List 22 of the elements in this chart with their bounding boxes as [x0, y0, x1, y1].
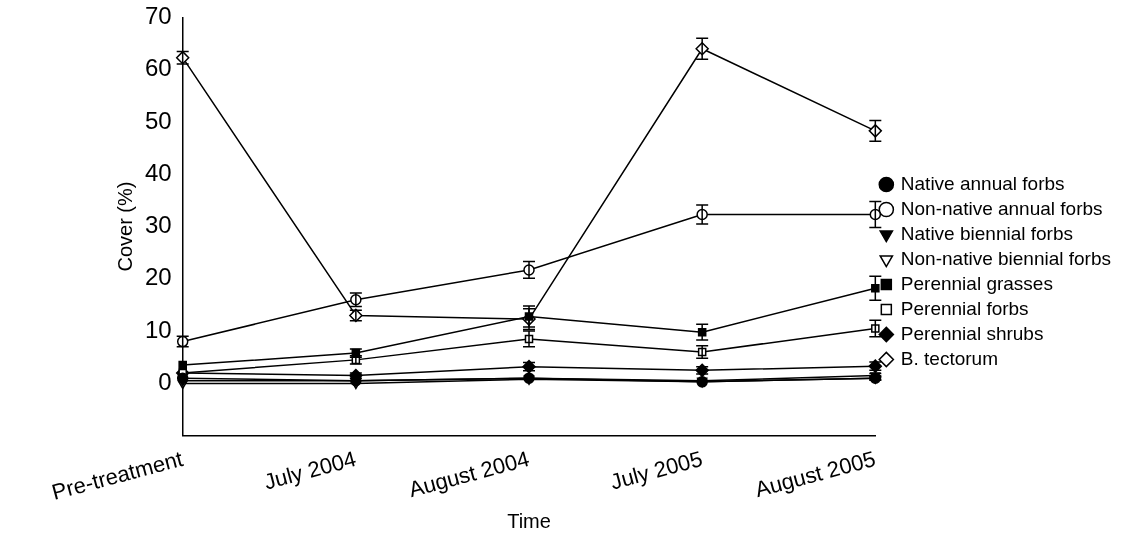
y-tick-label: 20: [144, 263, 172, 291]
x-tick-label: August 2004: [406, 445, 532, 503]
x-axis-title: Time: [507, 509, 551, 532]
legend-label: Native annual forbs: [900, 172, 1065, 194]
y-axis-title: Cover (%): [113, 181, 136, 272]
legend-label: Perennial grasses: [900, 272, 1053, 294]
y-tick-label: 30: [144, 211, 172, 239]
x-tick-label: July 2005: [607, 445, 706, 495]
legend-label: Non-native biennial forbs: [900, 247, 1112, 269]
x-tick-label: July 2004: [261, 445, 359, 495]
x-tick-label: August 2005: [752, 445, 879, 503]
legend-label: Non-native annual forbs: [900, 197, 1103, 219]
y-tick-label: 60: [144, 54, 172, 82]
y-tick-label: 70: [144, 2, 172, 30]
legend-label: Native biennial forbs: [900, 222, 1073, 244]
y-tick-label: 0: [158, 368, 172, 396]
y-tick-label: 50: [144, 106, 172, 134]
legend-label: Perennial shrubs: [900, 322, 1044, 344]
y-tick-label: 10: [144, 315, 172, 343]
legend-label: Perennial forbs: [900, 297, 1029, 319]
y-tick-label: 40: [144, 158, 172, 186]
legend-label: B. tectorum: [900, 347, 998, 369]
